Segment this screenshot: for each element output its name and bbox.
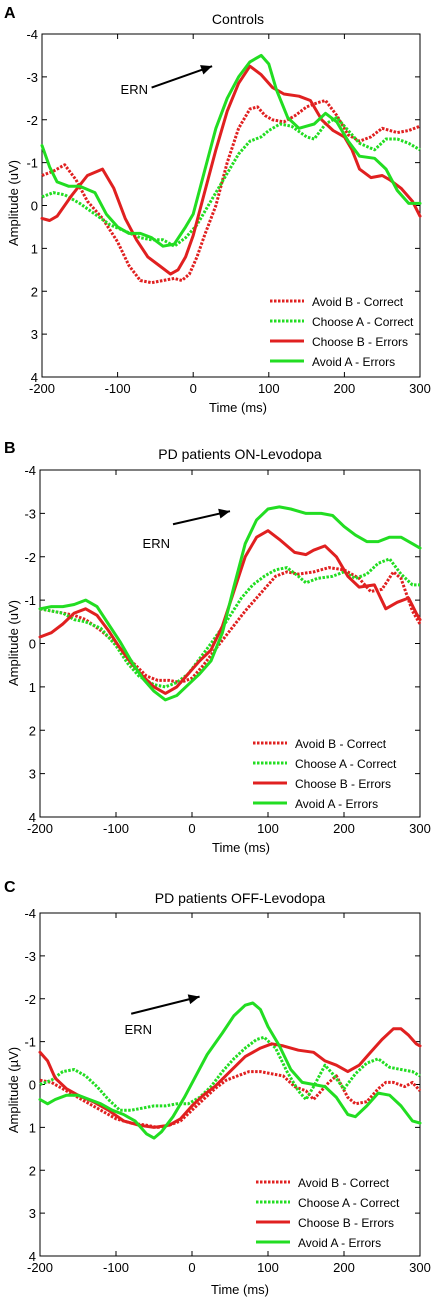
x-tick-label: -200 (29, 381, 55, 396)
y-tick-label: -4 (24, 463, 36, 478)
chart-title: Controls (212, 11, 264, 27)
chart-title: PD patients OFF-Levodopa (155, 890, 326, 906)
y-tick-label: 3 (29, 1206, 36, 1221)
y-tick-label: 3 (31, 327, 38, 342)
y-tick-label: 1 (31, 241, 38, 256)
y-tick-label: -1 (24, 1035, 36, 1050)
panel-letter: A (4, 5, 16, 22)
panel-letter: B (4, 440, 16, 457)
y-tick-label: -1 (24, 593, 36, 608)
y-tick-label: 1 (29, 1120, 36, 1135)
legend-label: Avoid B - Correct (295, 737, 387, 751)
x-tick-label: 100 (257, 1260, 279, 1275)
x-tick-label: 100 (257, 821, 279, 836)
x-tick-label: 300 (409, 381, 431, 396)
legend-label: Choose A - Correct (312, 315, 414, 329)
y-tick-label: -2 (24, 550, 36, 565)
legend-label: Choose B - Errors (298, 1216, 394, 1230)
ern-arrow-head (218, 508, 230, 519)
legend-label: Choose B - Errors (312, 335, 408, 349)
y-tick-label: -2 (24, 992, 36, 1007)
x-tick-label: -100 (103, 821, 129, 836)
series-line (39, 557, 420, 689)
legend-label: Choose A - Correct (298, 1196, 400, 1210)
x-axis-label: Time (ms) (211, 1282, 269, 1297)
series-line (41, 99, 421, 285)
x-tick-label: 300 (409, 1260, 431, 1275)
y-axis-label: Amplitude (uV) (6, 160, 21, 246)
x-tick-label: 0 (188, 1260, 195, 1275)
x-tick-label: 0 (188, 821, 195, 836)
panel-letter: C (4, 879, 16, 896)
y-tick-label: 4 (29, 1249, 36, 1264)
series-line (39, 566, 422, 684)
series-line (39, 1070, 422, 1129)
legend-label: Avoid A - Errors (295, 797, 378, 811)
x-tick-label: -200 (27, 1260, 53, 1275)
y-tick-label: 2 (29, 1163, 36, 1178)
ern-annotation: ERN (125, 1022, 152, 1037)
y-tick-label: 4 (31, 370, 38, 385)
y-tick-label: -4 (24, 906, 36, 921)
series-line (41, 116, 421, 248)
y-tick-label: -3 (24, 506, 36, 521)
chart-title: PD patients ON-Levodopa (158, 446, 322, 462)
ern-arrow-head (200, 65, 213, 75)
y-tick-label: 0 (29, 637, 36, 652)
series-line (40, 64, 422, 276)
y-axis-label: Amplitude (µV) (6, 1047, 21, 1133)
y-tick-label: 2 (31, 284, 38, 299)
x-axis-label: Time (ms) (212, 840, 270, 855)
series-line (38, 1001, 422, 1140)
x-tick-label: -100 (103, 1260, 129, 1275)
y-tick-label: 3 (29, 767, 36, 782)
y-tick-label: -3 (24, 949, 36, 964)
legend-label: Avoid B - Correct (312, 295, 404, 309)
x-tick-label: 300 (409, 821, 431, 836)
x-axis-label: Time (ms) (209, 400, 267, 415)
x-tick-label: 200 (333, 821, 355, 836)
ern-annotation: ERN (121, 82, 148, 97)
legend-label: Avoid A - Errors (312, 355, 395, 369)
ern-arrow-shaft (130, 995, 200, 1015)
y-tick-label: 0 (29, 1078, 36, 1093)
x-tick-label: 200 (333, 1260, 355, 1275)
series-line (39, 1035, 421, 1112)
ern-annotation: ERN (143, 536, 170, 551)
y-tick-label: 0 (31, 199, 38, 214)
x-tick-label: 200 (334, 381, 356, 396)
y-tick-label: -1 (26, 156, 38, 171)
series-line (38, 529, 422, 695)
ern-arrow-head (187, 994, 200, 1005)
y-tick-label: -2 (26, 113, 38, 128)
y-tick-label: -3 (26, 70, 38, 85)
panel-b: B PD patients ON-Levodopa Amplitude (uV)… (4, 440, 431, 855)
x-tick-label: 0 (190, 381, 197, 396)
x-tick-label: 100 (258, 381, 280, 396)
series-line (38, 1027, 422, 1129)
y-tick-label: 1 (29, 680, 36, 695)
y-axis-label: Amplitude (uV) (6, 600, 21, 686)
panel-c: C PD patients OFF-Levodopa Amplitude (µV… (4, 879, 431, 1297)
panel-a: A Controls Amplitude (uV) Time (ms) ERN … (4, 5, 431, 415)
x-tick-label: -200 (27, 821, 53, 836)
legend-label: Avoid A - Errors (298, 1236, 381, 1250)
y-tick-label: 4 (29, 810, 36, 825)
legend-label: Choose A - Correct (295, 757, 397, 771)
series-line (40, 53, 422, 248)
series-line (38, 505, 422, 702)
y-tick-label: -4 (26, 27, 38, 42)
x-tick-label: -100 (105, 381, 131, 396)
legend-label: Avoid B - Correct (298, 1176, 390, 1190)
legend-label: Choose B - Errors (295, 777, 391, 791)
y-tick-label: 2 (29, 723, 36, 738)
